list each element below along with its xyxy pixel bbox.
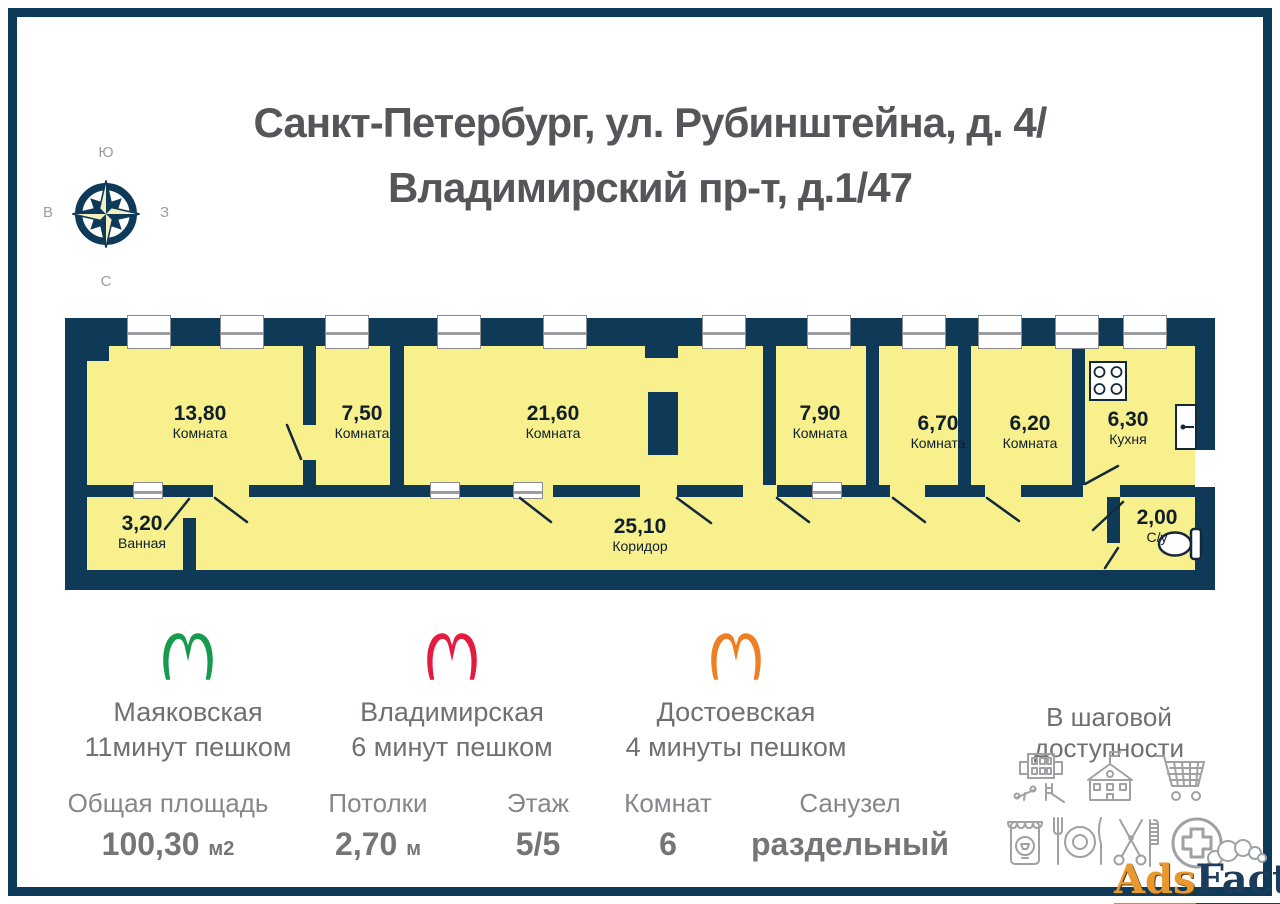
wall-segment — [390, 346, 404, 485]
interior-window — [513, 482, 543, 499]
metro-icon — [711, 633, 761, 680]
room-label: 25,10 Коридор — [612, 515, 668, 554]
window — [325, 315, 369, 349]
room-label: 7,90 Комната — [792, 402, 848, 441]
metro-name: Владимирская — [360, 697, 544, 727]
room-label: 6,70 Комната — [910, 412, 966, 451]
compass-rose: Ю В З С — [43, 142, 169, 292]
metro-walk-time: 4 минуты пешком — [625, 732, 847, 762]
border-frame — [8, 8, 1272, 896]
cloud-doodle-icon — [1205, 832, 1267, 877]
stat-floor: Этаж 5/5 — [506, 788, 570, 862]
page-title: Санкт-Петербург, ул. Рубинштейна, д. 4/ … — [150, 90, 1150, 220]
room-label: 3,20 Ванная — [118, 512, 166, 551]
window — [127, 315, 171, 349]
metro-mayakovskaya: Маяковская 11минут пешком — [58, 632, 318, 763]
apartment-interior — [87, 346, 1195, 570]
compass-label-bottom: С — [100, 273, 112, 290]
door-gap — [985, 485, 1021, 497]
entrance-opening — [1195, 450, 1215, 487]
window — [543, 315, 587, 349]
door-gap — [213, 485, 249, 497]
room-label: 7,50 Комната — [334, 402, 390, 441]
shaft — [648, 392, 678, 455]
metro-walk-time: 6 минут пешком — [351, 732, 553, 762]
door-gap — [890, 485, 925, 497]
wall-segment — [645, 346, 678, 358]
hair-salon-icon — [1110, 814, 1162, 873]
shopping-cart-icon — [1152, 748, 1210, 811]
door-gap — [303, 425, 316, 460]
door-gap — [743, 485, 777, 497]
sink-icon — [1175, 404, 1197, 450]
metro-icon — [427, 633, 477, 680]
stat-bathroom: Санузел раздельный — [750, 788, 950, 862]
room-label: 13,80 Комната — [172, 402, 228, 441]
kindergarten-icon — [1012, 748, 1070, 811]
metro-name: Маяковская — [113, 697, 263, 727]
window — [807, 315, 851, 349]
metro-vladimirskaya: Владимирская 6 минут пешком — [322, 632, 582, 763]
window — [220, 315, 264, 349]
stat-ceilings: Потолки 2,70 м — [328, 788, 428, 862]
nearby-title: В шаговой доступности — [1033, 702, 1185, 763]
interior-window — [812, 482, 842, 499]
room-label: 6,30 Кухня — [1107, 408, 1149, 447]
title-line1: Санкт-Петербург, ул. Рубинштейна, д. 4/ — [253, 99, 1048, 146]
door-gap — [1083, 485, 1120, 497]
wall-segment — [958, 346, 971, 485]
stat-total-area: Общая площадь 100,30 м2 — [67, 788, 269, 862]
metro-walk-time: 11минут пешком — [84, 732, 292, 762]
compass-icon — [72, 180, 140, 248]
stove-icon — [1089, 361, 1127, 401]
wall-segment — [866, 346, 879, 485]
bathroom-wall — [183, 518, 196, 570]
watermark: AdsFactory — [1114, 856, 1280, 904]
room-label: 21,60 Комната — [525, 402, 581, 441]
title-line2: Владимирский пр-т, д.1/47 — [388, 164, 913, 211]
room-label: 2,00 С/у — [1136, 506, 1178, 545]
wall-segment — [1072, 346, 1085, 485]
compass-label-left: В — [43, 204, 54, 221]
metro-name: Достоевская — [656, 697, 816, 727]
wall-segment — [763, 346, 776, 485]
school-icon — [1080, 748, 1140, 811]
floor-plan: 13,80 Комната 7,50 Комната 21,60 Комната 7,… — [65, 315, 1215, 590]
doors-and-fixtures — [163, 361, 1215, 570]
wall-segment — [87, 345, 109, 361]
watermark-ads: Ads — [1114, 856, 1196, 904]
mobile-shop-icon — [1006, 814, 1044, 873]
interior-window — [133, 482, 163, 499]
window — [702, 315, 746, 349]
window — [1055, 315, 1099, 349]
compass-label-top: Ю — [98, 144, 114, 161]
stat-rooms: Комнат 6 — [624, 788, 712, 862]
compass-label-right: З — [159, 204, 169, 221]
window — [902, 315, 946, 349]
toilet-icon — [1157, 527, 1203, 561]
door-gap — [640, 485, 677, 497]
metro-dostoevskaya: Достоевская 4 минуты пешком — [606, 632, 866, 763]
cafe-icon — [1050, 814, 1106, 873]
window — [978, 315, 1022, 349]
metro-icon — [163, 633, 213, 680]
watermark-factory: Factory — [1195, 856, 1280, 904]
window — [437, 315, 481, 349]
room-label: 6,20 Комната — [1002, 412, 1058, 451]
window — [1123, 315, 1167, 349]
interior-window — [430, 482, 460, 499]
